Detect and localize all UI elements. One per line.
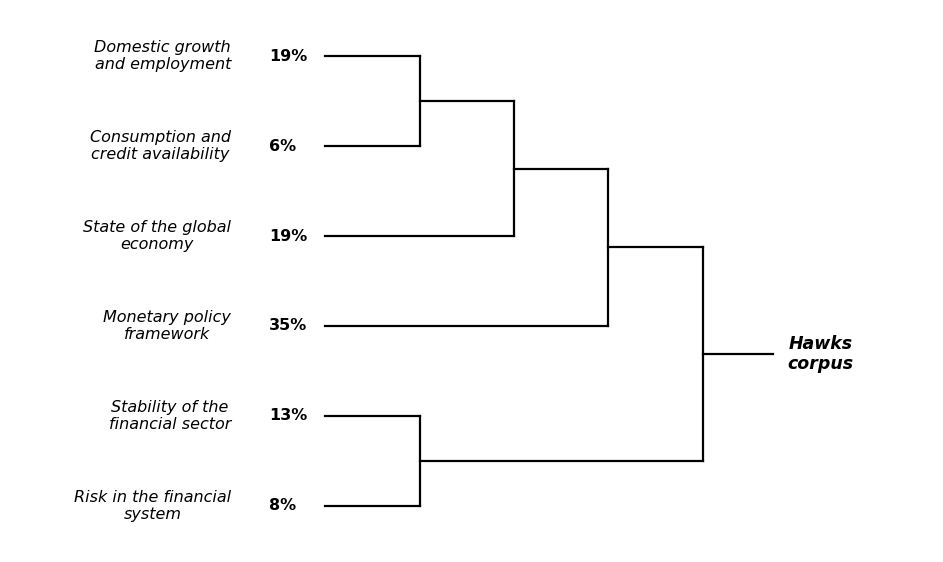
Text: 13%: 13% (269, 409, 307, 423)
Text: Hawks
corpus: Hawks corpus (787, 334, 853, 374)
Text: Risk in the financial
system: Risk in the financial system (74, 490, 231, 522)
Text: Stability of the
financial sector: Stability of the financial sector (108, 400, 231, 432)
Text: 8%: 8% (269, 498, 296, 513)
Text: 6%: 6% (269, 139, 296, 153)
Text: 19%: 19% (269, 49, 307, 64)
Text: Consumption and
credit availability: Consumption and credit availability (90, 130, 231, 162)
Text: Monetary policy
framework: Monetary policy framework (103, 310, 231, 342)
Text: 19%: 19% (269, 229, 307, 243)
Text: Domestic growth
and employment: Domestic growth and employment (94, 40, 231, 72)
Text: 35%: 35% (269, 319, 307, 333)
Text: State of the global
economy: State of the global economy (83, 220, 231, 252)
